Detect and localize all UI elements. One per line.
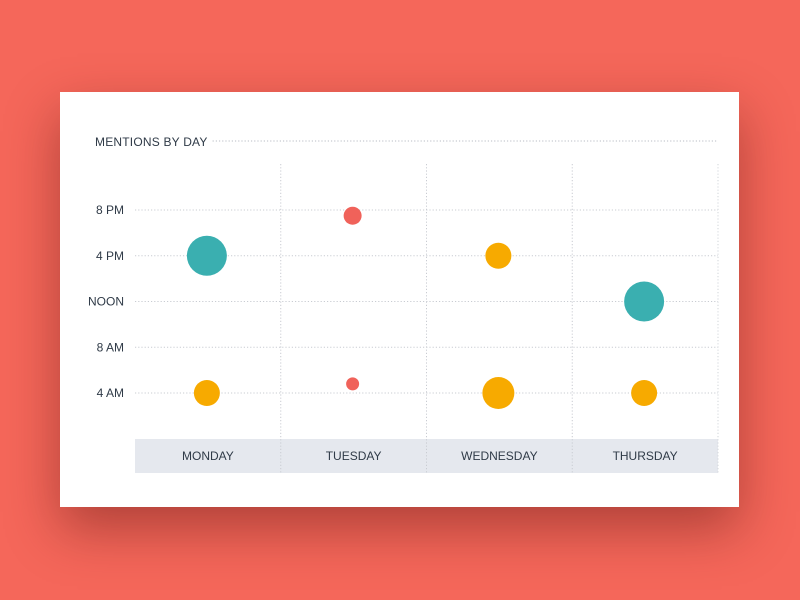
bubble-point[interactable]: [186, 235, 227, 276]
y-tick-label: 4 PM: [96, 249, 124, 263]
y-tick-label: 4 AM: [97, 386, 124, 400]
y-tick-label: 8 AM: [97, 340, 124, 354]
y-tick-label: 8 PM: [96, 203, 124, 217]
bubble-point[interactable]: [482, 377, 515, 409]
bubble-point[interactable]: [624, 281, 665, 322]
chart-title: MENTIONS BY DAY: [95, 135, 208, 149]
bubble-point[interactable]: [343, 206, 362, 225]
bubble-series: [186, 206, 665, 409]
x-tick-label: MONDAY: [182, 449, 234, 463]
x-tick-label: TUESDAY: [326, 449, 382, 463]
bubble-point[interactable]: [485, 242, 512, 269]
y-axis-ticks: 4 AM 8 AM NOON 4 PM 8 PM: [88, 203, 124, 400]
x-tick-label: THURSDAY: [613, 449, 678, 463]
bubble-point[interactable]: [193, 380, 220, 406]
bubble-point[interactable]: [346, 377, 360, 391]
gridlines: [135, 164, 719, 473]
y-tick-label: NOON: [88, 295, 124, 309]
bubble-point[interactable]: [631, 380, 658, 406]
x-tick-label: WEDNESDAY: [461, 449, 537, 463]
x-axis-ticks: MONDAY TUESDAY WEDNESDAY THURSDAY: [182, 449, 678, 463]
